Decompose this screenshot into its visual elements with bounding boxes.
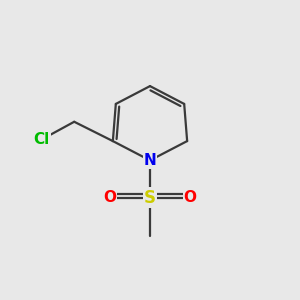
Text: N: N: [144, 153, 156, 168]
Text: O: O: [184, 190, 196, 205]
Text: Cl: Cl: [33, 132, 50, 147]
Text: S: S: [144, 189, 156, 207]
Text: O: O: [103, 190, 116, 205]
